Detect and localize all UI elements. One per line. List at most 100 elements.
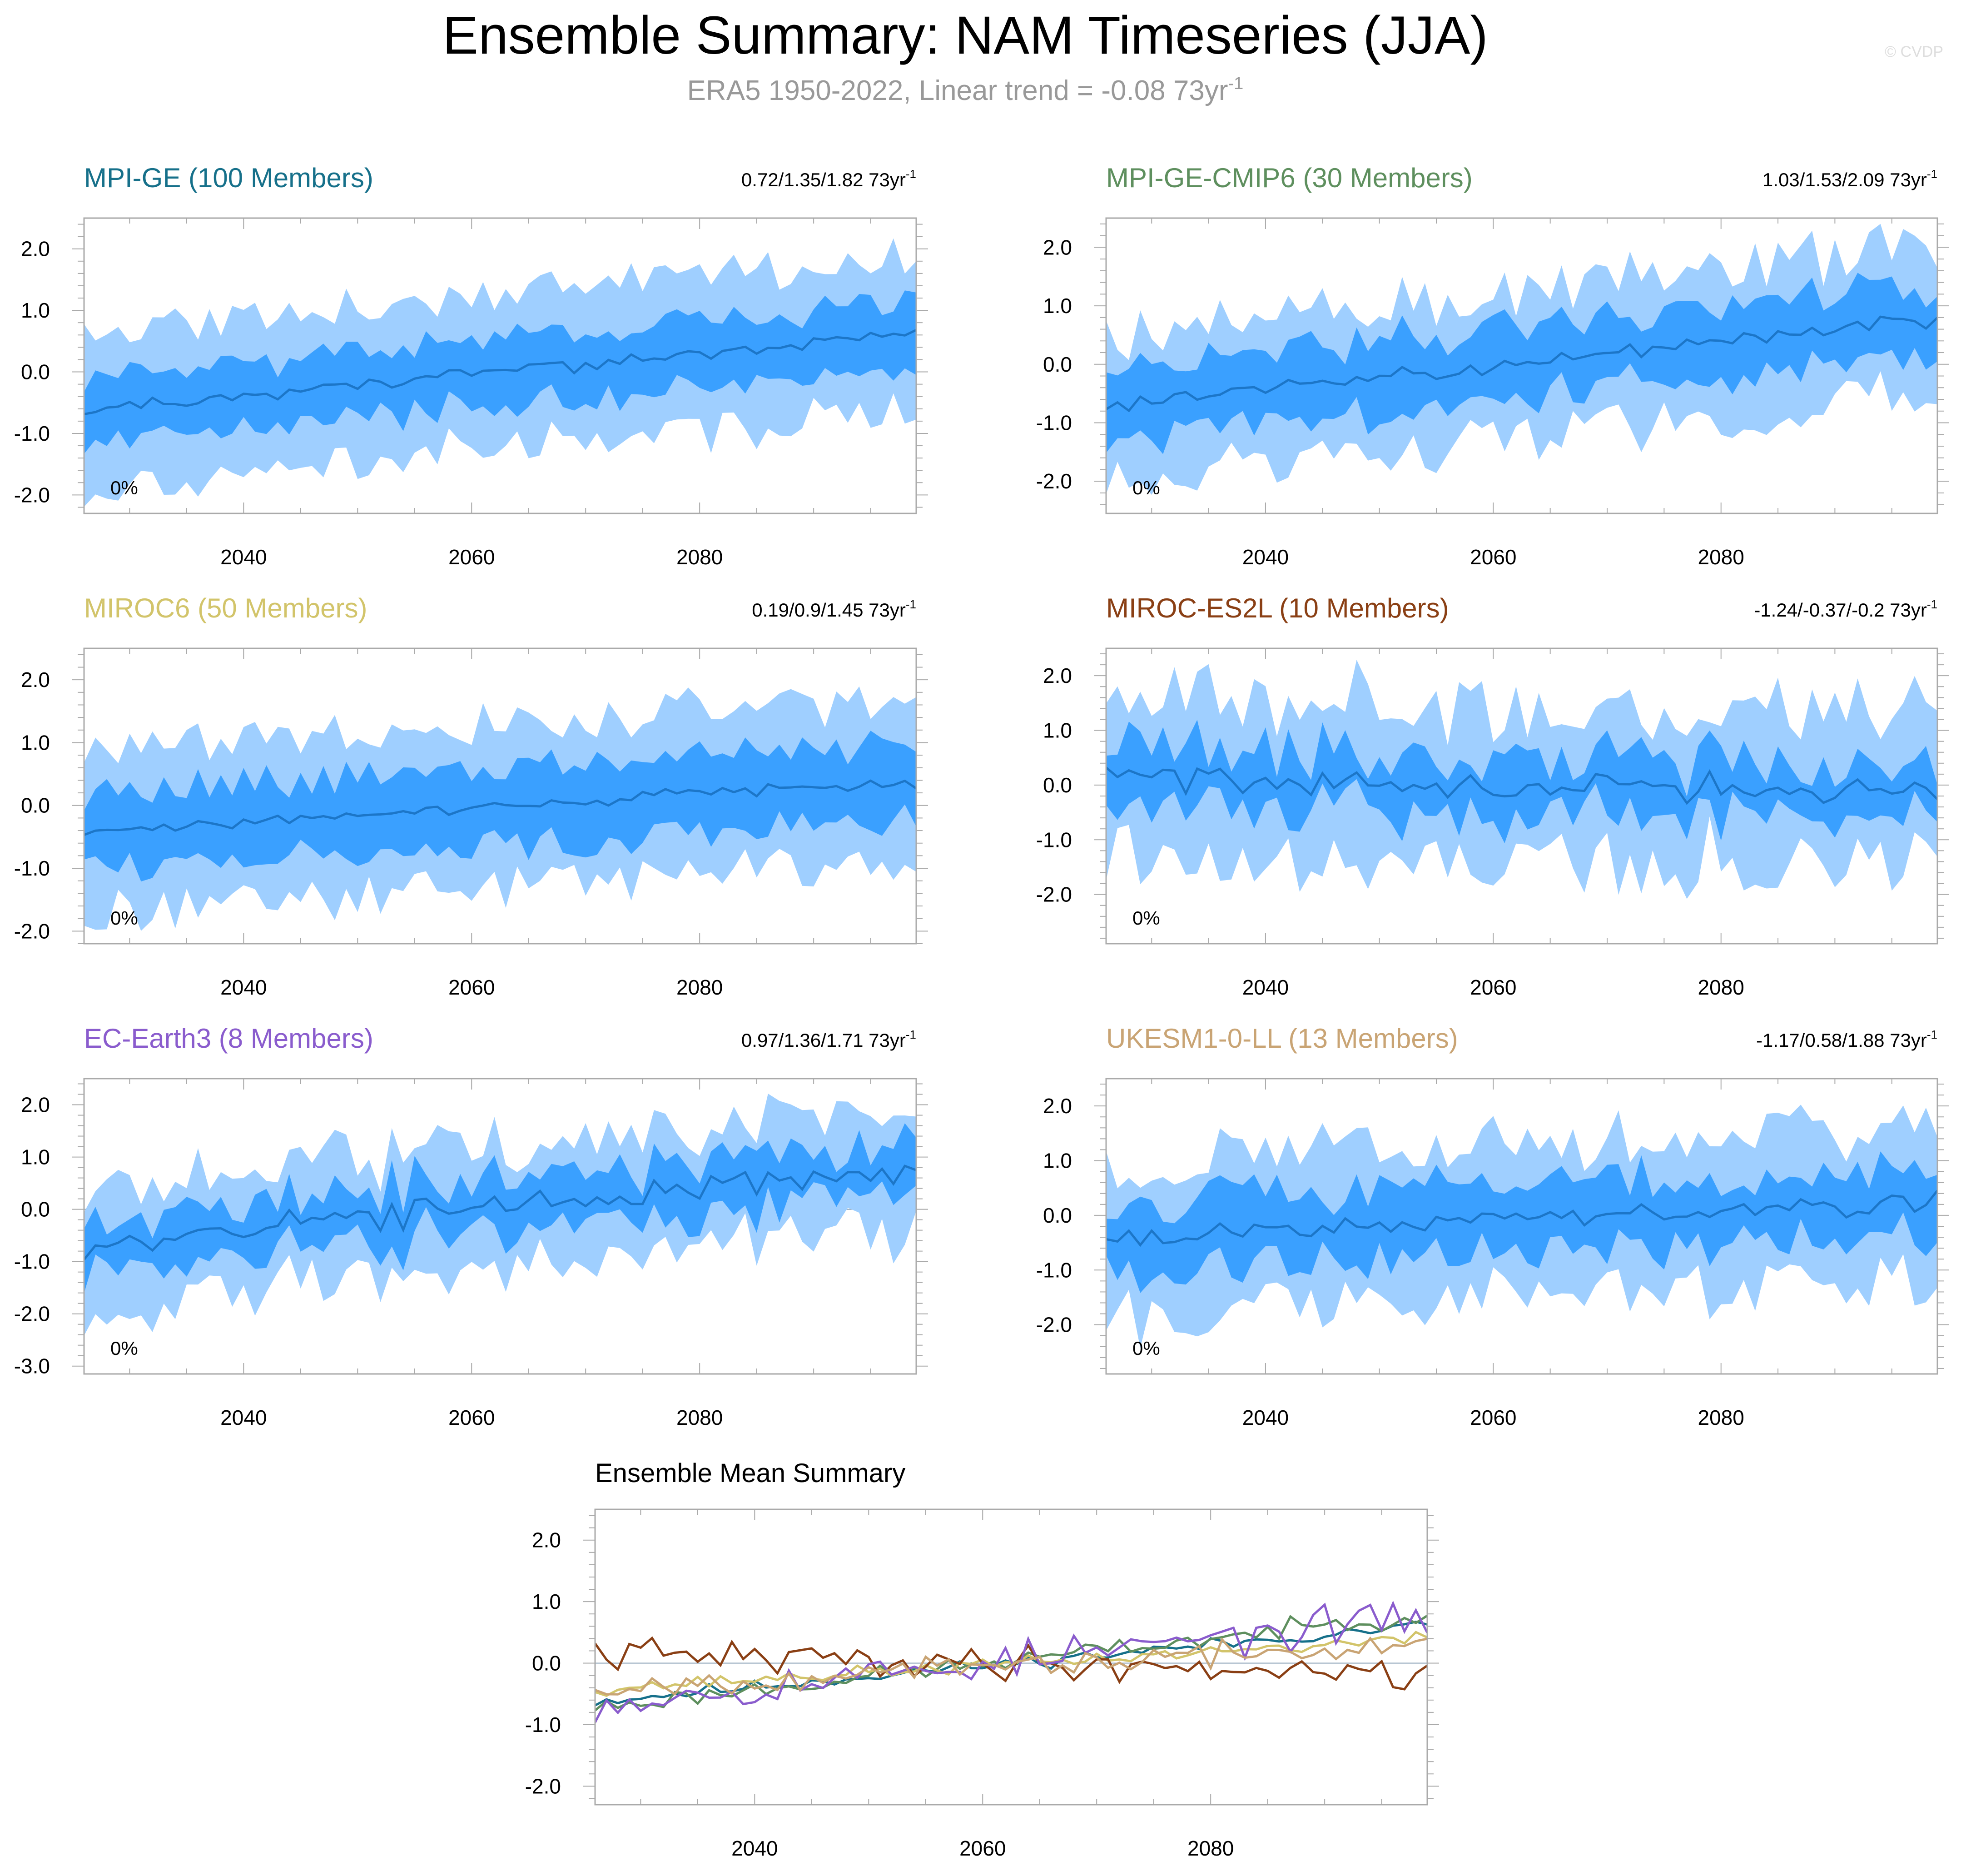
chart-panel-5: EC-Earth3 (8 Members) 0.97/1.36/1.71 73yr… bbox=[14, 1023, 928, 1429]
y-tick-label: 0.0 bbox=[21, 794, 50, 817]
series-line-ukesm1-0-ll bbox=[595, 1636, 1427, 1696]
ensemble-mean-line bbox=[1106, 766, 1937, 805]
x-tick-label: 2060 bbox=[959, 1836, 1006, 1860]
x-tick-label: 2060 bbox=[448, 975, 495, 999]
x-tick-label: 2080 bbox=[1698, 975, 1744, 999]
figure-subtitle: ERA5 1950-2022, Linear trend = -0.08 73y… bbox=[687, 74, 1244, 106]
plot-area bbox=[1106, 660, 1937, 899]
chart-panel-4: MIROC-ES2L (10 Members) -1.24/-0.37/-0.2 … bbox=[1036, 593, 1949, 999]
axis-frame bbox=[594, 1508, 1428, 1806]
y-tick-label: -2.0 bbox=[525, 1774, 561, 1798]
inner-spread-band bbox=[1106, 1151, 1937, 1293]
x-tick-label: 2080 bbox=[1698, 1406, 1744, 1429]
trend-label: -1.17/0.58/1.88 73yr-1 bbox=[1756, 1028, 1937, 1051]
y-tick-label: 0.0 bbox=[532, 1652, 561, 1675]
inner-spread-band bbox=[1106, 720, 1937, 843]
percent-label: 0% bbox=[1132, 477, 1160, 498]
watermark: © CVDP bbox=[1885, 43, 1943, 60]
plot-area bbox=[84, 1094, 916, 1336]
percent-label: 0% bbox=[1132, 907, 1160, 929]
x-tick-label: 2080 bbox=[676, 975, 723, 999]
panels-group: MPI-GE (100 Members) 0.72/1.35/1.82 73yr-… bbox=[14, 163, 1949, 1860]
axis-frame bbox=[83, 1078, 917, 1375]
x-tick-label: 2040 bbox=[220, 975, 267, 999]
y-tick-label: 2.0 bbox=[21, 1093, 50, 1117]
ensemble-mean-line bbox=[84, 779, 916, 836]
percent-label: 0% bbox=[110, 477, 138, 498]
y-tick-label: 1.0 bbox=[21, 299, 50, 322]
series-line-miroc-es2l bbox=[595, 1636, 1427, 1691]
y-tick-label: -2.0 bbox=[1036, 469, 1072, 493]
y-tick-label: 1.0 bbox=[1043, 719, 1072, 742]
x-tick-label: 2040 bbox=[1242, 1406, 1289, 1429]
x-tick-label: 2040 bbox=[220, 1406, 267, 1429]
y-tick-label: -1.0 bbox=[14, 422, 50, 445]
y-tick-label: -2.0 bbox=[14, 483, 50, 507]
panel-title: Ensemble Mean Summary bbox=[595, 1458, 905, 1488]
y-tick-label: 1.0 bbox=[532, 1590, 561, 1613]
ensemble-mean-line bbox=[1106, 1189, 1937, 1247]
trend-label: 1.03/1.53/2.09 73yr-1 bbox=[1762, 167, 1937, 190]
y-tick-label: 0.0 bbox=[1043, 773, 1072, 797]
chart-panel-2: MPI-GE-CMIP6 (30 Members) 1.03/1.53/2.09 … bbox=[1036, 163, 1949, 569]
y-tick-label: -1.0 bbox=[14, 856, 50, 880]
x-tick-label: 2080 bbox=[1698, 545, 1744, 569]
panel-title: UKESM1-0-LL (13 Members) bbox=[1106, 1023, 1458, 1054]
x-tick-label: 2060 bbox=[1470, 975, 1516, 999]
y-tick-label: 2.0 bbox=[532, 1528, 561, 1552]
x-tick-label: 2080 bbox=[676, 545, 723, 569]
y-tick-label: 1.0 bbox=[21, 731, 50, 754]
panel-title: MIROC-ES2L (10 Members) bbox=[1106, 593, 1449, 623]
percent-label: 0% bbox=[110, 1338, 138, 1359]
inner-spread-band bbox=[84, 1123, 916, 1294]
y-tick-label: 2.0 bbox=[21, 237, 50, 261]
y-tick-label: 0.0 bbox=[1043, 353, 1072, 376]
inner-spread-band bbox=[84, 290, 916, 454]
percent-label: 0% bbox=[110, 907, 138, 929]
trend-label: 0.19/0.9/1.45 73yr-1 bbox=[752, 597, 916, 621]
chart-panel-3: MIROC6 (50 Members) 0.19/0.9/1.45 73yr-1 2… bbox=[14, 593, 928, 999]
y-tick-label: -2.0 bbox=[14, 919, 50, 943]
x-tick-label: 2040 bbox=[731, 1836, 778, 1860]
plot-area bbox=[1106, 224, 1937, 495]
y-tick-label: -1.0 bbox=[1036, 1258, 1072, 1282]
y-tick-label: -1.0 bbox=[1036, 828, 1072, 851]
x-tick-label: 2060 bbox=[1470, 545, 1516, 569]
panel-title: MIROC6 (50 Members) bbox=[84, 593, 367, 623]
x-tick-label: 2060 bbox=[1470, 1406, 1516, 1429]
y-tick-label: -3.0 bbox=[14, 1354, 50, 1378]
y-tick-label: -2.0 bbox=[14, 1302, 50, 1326]
y-tick-label: 2.0 bbox=[1043, 1094, 1072, 1118]
percent-label: 0% bbox=[1132, 1338, 1160, 1359]
y-tick-label: -1.0 bbox=[1036, 411, 1072, 434]
y-tick-label: -1.0 bbox=[525, 1713, 561, 1737]
chart-panel-1: MPI-GE (100 Members) 0.72/1.35/1.82 73yr-… bbox=[14, 163, 928, 569]
y-tick-label: -1.0 bbox=[14, 1250, 50, 1274]
trend-label: 0.72/1.35/1.82 73yr-1 bbox=[741, 167, 916, 190]
x-tick-label: 2060 bbox=[448, 1406, 495, 1429]
plot-area bbox=[1106, 1105, 1937, 1348]
y-tick-label: 0.0 bbox=[21, 360, 50, 384]
inner-spread-band bbox=[84, 731, 916, 882]
panel-title: MPI-GE-CMIP6 (30 Members) bbox=[1106, 163, 1473, 193]
plot-area bbox=[595, 1600, 1427, 1723]
ensemble-mean-line bbox=[84, 1164, 916, 1260]
plot-area bbox=[84, 686, 916, 931]
y-tick-label: 0.0 bbox=[21, 1198, 50, 1221]
x-tick-label: 2060 bbox=[448, 545, 495, 569]
y-tick-label: 2.0 bbox=[1043, 235, 1072, 259]
ensemble-mean-line bbox=[84, 328, 916, 416]
panel-title: EC-Earth3 (8 Members) bbox=[84, 1023, 373, 1054]
axis-frame bbox=[1105, 217, 1938, 514]
y-tick-label: 2.0 bbox=[21, 668, 50, 692]
x-tick-label: 2040 bbox=[1242, 975, 1289, 999]
x-tick-label: 2080 bbox=[676, 1406, 723, 1429]
chart-panel-6: UKESM1-0-LL (13 Members) -1.17/0.58/1.88 … bbox=[1036, 1023, 1949, 1429]
axis-frame bbox=[83, 217, 917, 514]
x-tick-label: 2080 bbox=[1187, 1836, 1234, 1860]
y-tick-label: -2.0 bbox=[1036, 1313, 1072, 1337]
trend-label: -1.24/-0.37/-0.2 73yr-1 bbox=[1754, 597, 1937, 621]
series-line-ec-earth3 bbox=[595, 1600, 1427, 1723]
plot-area bbox=[84, 238, 916, 507]
